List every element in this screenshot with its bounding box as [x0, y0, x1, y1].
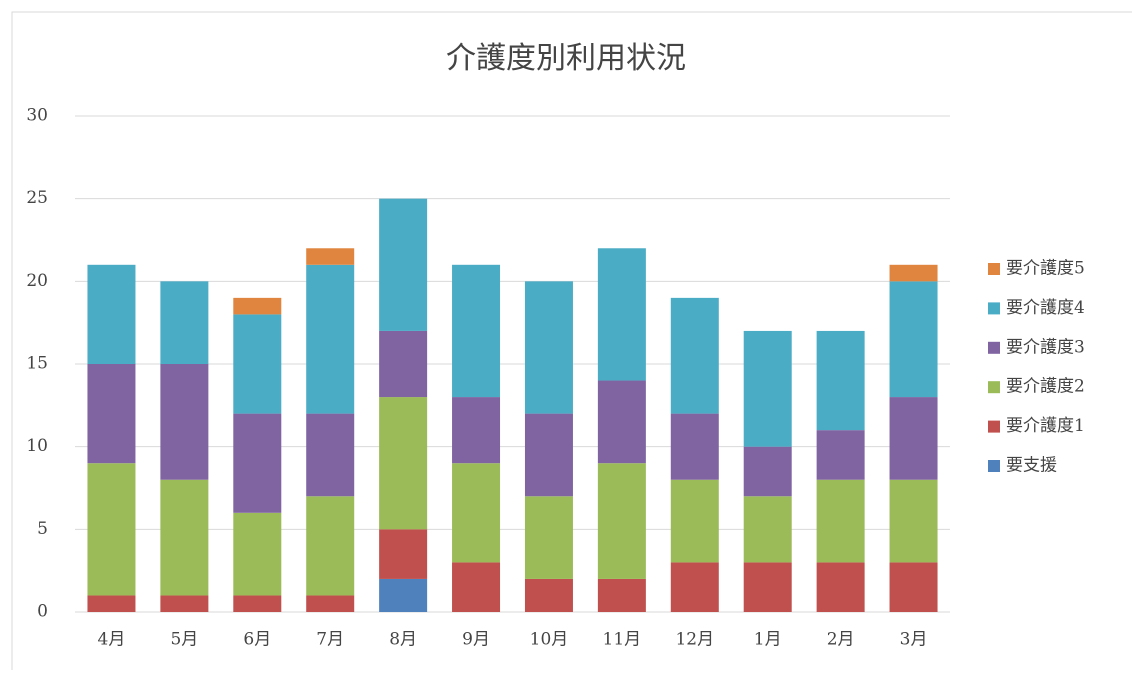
- bar-segment: [306, 248, 355, 265]
- bar-segment: [597, 578, 646, 612]
- bar-segment: [87, 364, 136, 464]
- y-tick-label: 25: [26, 188, 48, 208]
- legend-swatch: [988, 460, 1000, 472]
- legend-swatch: [988, 341, 1000, 354]
- legend-label: 要介護度4: [1006, 298, 1085, 318]
- bar-segment: [452, 397, 501, 464]
- bar-segment: [233, 512, 282, 596]
- bar-segment: [889, 479, 938, 563]
- bar-segment: [670, 479, 719, 563]
- bar-segment: [816, 330, 865, 431]
- legend-swatch: [988, 381, 1000, 394]
- bar-segment: [452, 264, 501, 398]
- bar-segment: [597, 463, 646, 579]
- bar-segment: [889, 281, 938, 398]
- bar-segment: [233, 413, 282, 513]
- legend-label: 要支援: [1006, 456, 1057, 476]
- bar-segment: [160, 364, 209, 480]
- x-tick-label: 12月: [675, 630, 714, 650]
- bar-segment: [889, 397, 938, 480]
- x-tick-label: 5月: [170, 630, 198, 650]
- x-tick-label: 10月: [530, 630, 569, 650]
- bar-segment: [743, 496, 792, 563]
- x-tick-label: 11月: [603, 630, 642, 650]
- bar-segment: [743, 446, 792, 497]
- bar-segment: [889, 264, 938, 282]
- bar-segment: [160, 281, 209, 364]
- chart-title: 介護度別利用状況: [446, 41, 686, 76]
- bar-segment: [379, 529, 428, 579]
- x-tick-label: 4月: [98, 630, 126, 650]
- y-tick-label: 15: [26, 354, 48, 374]
- bar-segment: [670, 297, 719, 414]
- bar-segment: [524, 281, 573, 414]
- legend-label: 要介護度2: [1006, 377, 1085, 397]
- y-tick-label: 20: [26, 271, 48, 291]
- x-tick-label: 7月: [316, 630, 344, 650]
- bar-segment: [889, 562, 938, 612]
- bar-segment: [670, 562, 719, 612]
- bar-segment: [306, 595, 355, 612]
- x-tick-label: 1月: [754, 630, 782, 650]
- bar-segment: [160, 479, 209, 596]
- legend-swatch: [988, 263, 1000, 275]
- bar-segment: [743, 330, 792, 447]
- bar-segment: [524, 496, 573, 579]
- bar-segment: [816, 430, 865, 480]
- bar-segment: [379, 397, 428, 530]
- y-tick-label: 10: [26, 436, 48, 456]
- legend-label: 要介護度5: [1006, 259, 1085, 279]
- x-tick-label: 2月: [827, 630, 855, 650]
- bar-segment: [379, 330, 428, 398]
- bar-segment: [87, 264, 136, 364]
- bar-segment: [597, 248, 646, 381]
- bar-segment: [816, 562, 865, 612]
- x-tick-label: 8月: [389, 630, 417, 650]
- bar-segment: [452, 562, 501, 612]
- bar-segment: [233, 297, 282, 315]
- x-tick-label: 3月: [900, 630, 928, 650]
- y-tick-label: 30: [26, 106, 48, 126]
- x-tick-label: 9月: [462, 630, 490, 650]
- bar-segment: [379, 198, 428, 331]
- bar-segment: [87, 463, 136, 596]
- bar-segment: [743, 562, 792, 612]
- bar-segment: [87, 595, 136, 612]
- bar-segment: [597, 380, 646, 464]
- x-tick-label: 6月: [243, 630, 271, 650]
- y-tick-label: 5: [37, 519, 48, 539]
- bar-segment: [233, 595, 282, 612]
- legend-swatch: [988, 302, 1000, 315]
- bar-segment: [816, 479, 865, 563]
- bar-segment: [524, 413, 573, 497]
- y-tick-label: 0: [37, 602, 48, 622]
- bar-segment: [670, 413, 719, 480]
- bar-segment: [306, 264, 355, 414]
- legend-swatch: [988, 420, 1000, 433]
- bar-segment: [233, 314, 282, 414]
- bar-segment: [379, 578, 428, 612]
- bar-segment: [306, 496, 355, 596]
- bar-segment: [306, 413, 355, 497]
- bar-segment: [160, 595, 209, 612]
- legend-label: 要介護度3: [1006, 337, 1085, 357]
- bar-segment: [524, 578, 573, 612]
- legend-label: 要介護度1: [1006, 416, 1085, 436]
- bar-segment: [452, 463, 501, 563]
